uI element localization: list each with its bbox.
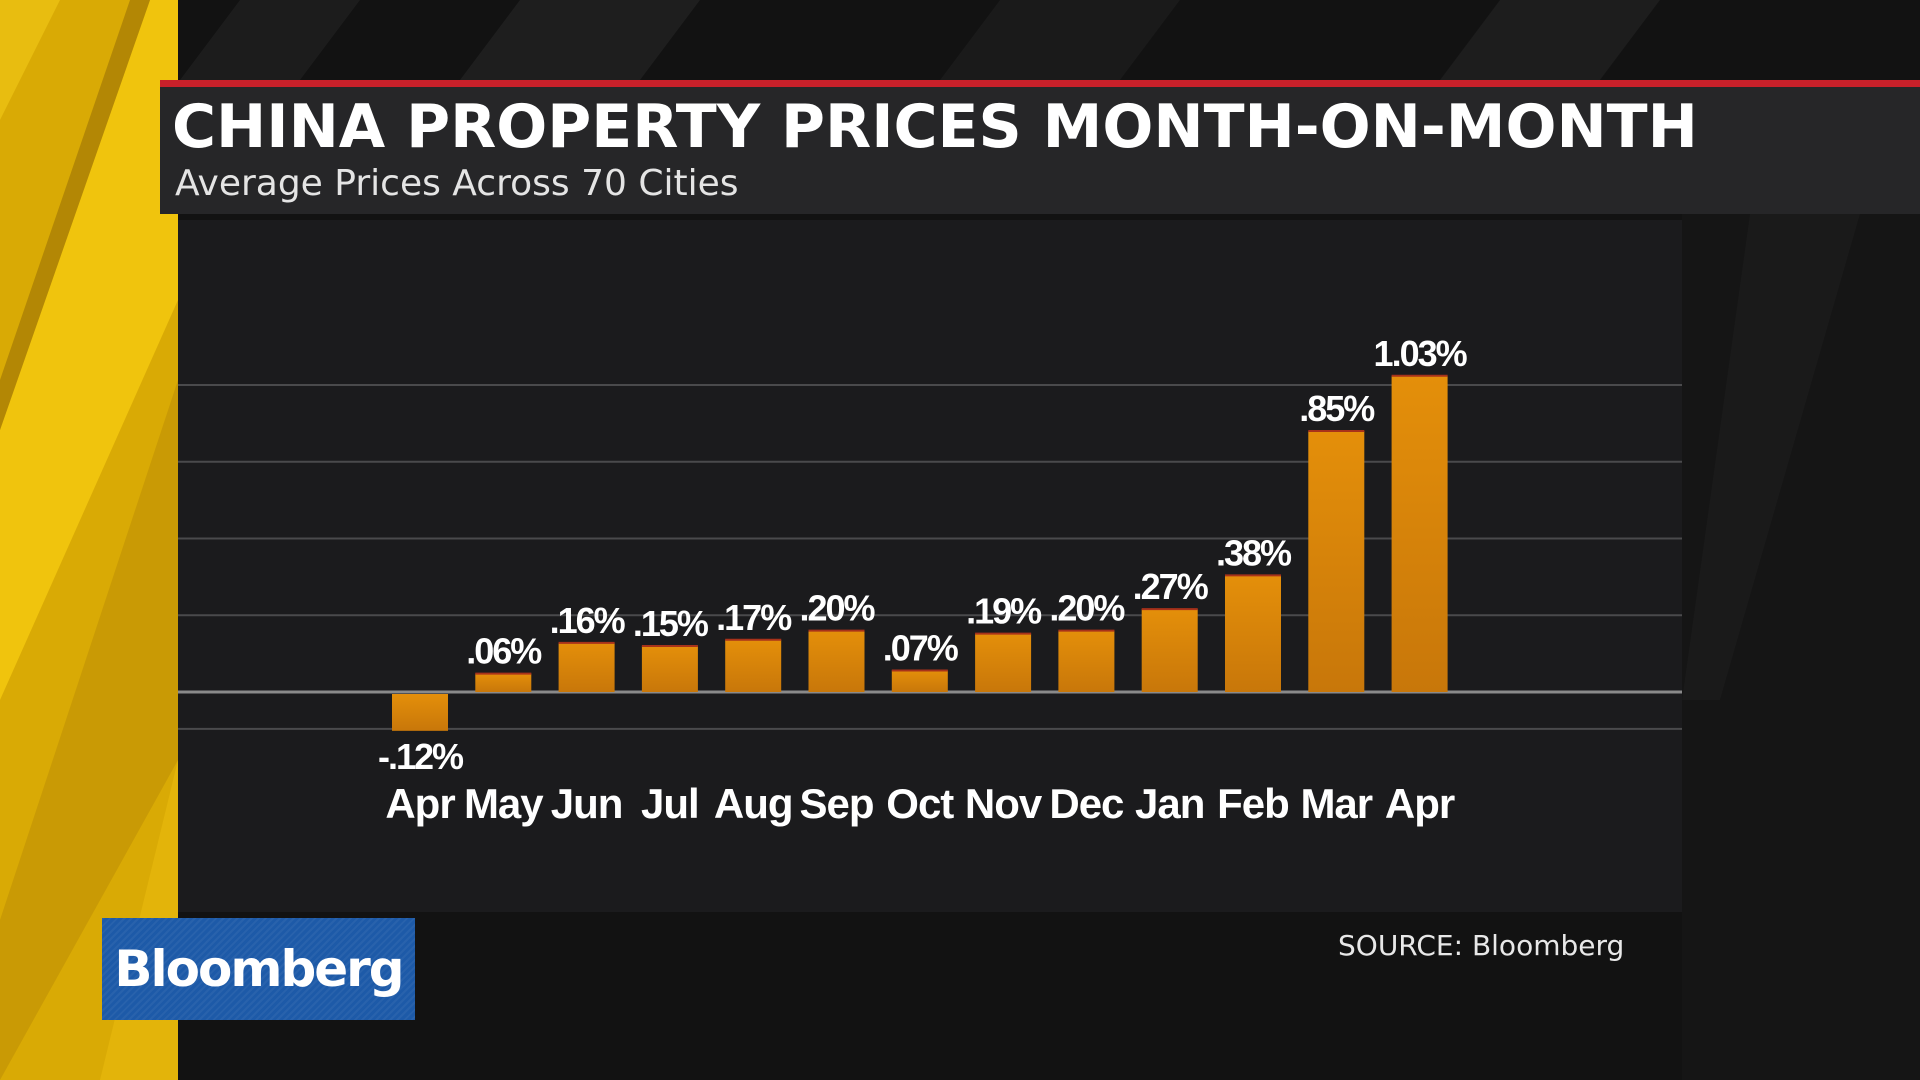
bar-chart: -.12%.06%.16% .15% .17% .20%.07%.19% .20%.27… xyxy=(178,333,1682,827)
logo-text: Bloomberg xyxy=(114,940,404,998)
bar xyxy=(558,642,615,692)
header-bar xyxy=(160,80,1920,214)
bars xyxy=(392,374,1448,731)
bar xyxy=(392,694,448,731)
bar xyxy=(808,630,865,692)
x-tick-label: Jun xyxy=(551,780,623,827)
bar xyxy=(975,633,1032,692)
data-label: .38% xyxy=(1216,532,1292,573)
bar xyxy=(1141,609,1198,692)
x-tick-label: Jul xyxy=(641,780,699,827)
data-label: .17% xyxy=(716,597,792,638)
x-tick-label: Jan xyxy=(1135,780,1204,827)
data-label: .85% xyxy=(1299,388,1375,429)
data-label: .20% xyxy=(1049,588,1125,629)
data-label: .16% xyxy=(550,600,626,641)
bar xyxy=(475,673,532,692)
chart-subtitle: Average Prices Across 70 Cities xyxy=(175,163,739,204)
data-label: .15% xyxy=(633,603,709,644)
x-tick-label: Aug xyxy=(714,780,793,827)
data-label: -.12% xyxy=(378,736,464,777)
x-tick-label: Sep xyxy=(799,780,873,827)
bar xyxy=(1391,375,1448,692)
data-label: 1.03% xyxy=(1374,333,1468,374)
bar xyxy=(1308,431,1365,692)
data-label: .06% xyxy=(466,631,542,672)
data-label: .27% xyxy=(1133,566,1209,607)
bar xyxy=(1058,630,1115,692)
value-labels: -.12%.06%.16% .15% .17% .20%.07%.19% .20%.27… xyxy=(378,333,1470,777)
data-label: .07% xyxy=(883,628,959,669)
x-tick-label: Dec xyxy=(1049,780,1124,827)
bar xyxy=(725,639,782,692)
bar xyxy=(641,645,698,692)
x-tick-label: Mar xyxy=(1300,780,1372,827)
x-tick-label: Feb xyxy=(1217,780,1289,827)
x-tick-label: Oct xyxy=(886,780,954,827)
bloomberg-logo: Bloomberg xyxy=(102,918,415,1020)
data-label: .20% xyxy=(799,588,875,629)
bar xyxy=(1225,575,1281,692)
x-tick-label: Nov xyxy=(965,780,1043,827)
category-labels: Apr May Jun Jul Aug Sep Oct Nov Dec Jan Feb Mar Apr xyxy=(385,780,1456,827)
source-note: SOURCE: Bloomberg xyxy=(1338,929,1625,962)
x-tick-label: May xyxy=(464,780,544,827)
x-tick-label: Apr xyxy=(1385,780,1455,827)
bar xyxy=(891,670,948,692)
chart-title: CHINA PROPERTY PRICES MONTH-ON-MONTH xyxy=(172,92,1698,162)
data-label: .19% xyxy=(966,591,1042,632)
x-tick-label: Apr xyxy=(385,780,455,827)
